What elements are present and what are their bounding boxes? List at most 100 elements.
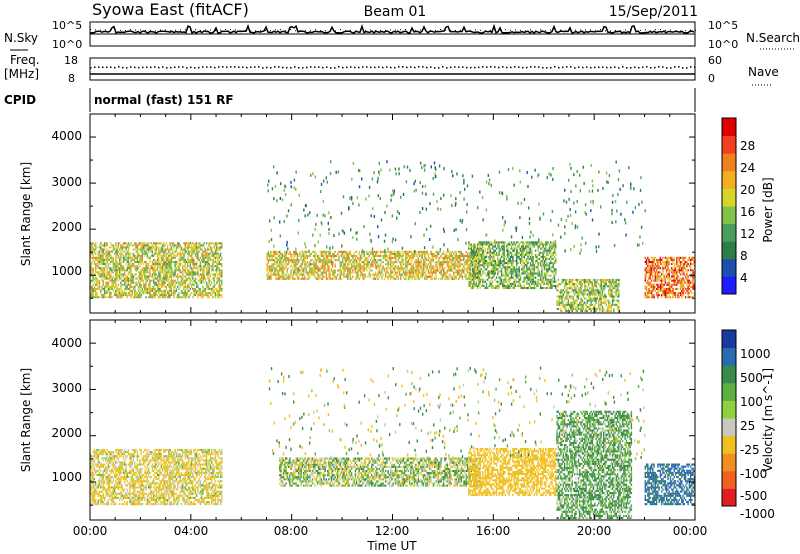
power-echo-cell (175, 244, 178, 247)
power-echo-cell (170, 271, 173, 274)
power-echo-cell (194, 246, 197, 249)
power-echo-cell (276, 277, 278, 280)
power-echo-cell (212, 250, 214, 253)
power-echo-cell (126, 267, 128, 270)
power-echo-cell (316, 269, 319, 272)
power-echo-cell (284, 252, 286, 255)
power-echo-cell (379, 250, 382, 253)
power-echo-cell (480, 257, 483, 261)
power-echo-cell (169, 283, 171, 286)
power-echo-cell (469, 272, 471, 275)
power-echo-cell (542, 282, 544, 285)
power-echo-cell (101, 279, 103, 282)
power-echo-cell (547, 264, 549, 267)
freq-dot (462, 66, 464, 68)
power-echo-cell (173, 289, 175, 293)
noise-search-dot (330, 30, 331, 32)
power-echo-cell (495, 247, 498, 250)
power-echo-cell (492, 255, 494, 258)
power-echo-cell (154, 267, 156, 270)
freq-dot (314, 66, 316, 68)
power-echo-cell (490, 272, 493, 275)
power-echo-cell (439, 263, 441, 266)
power-echo-cell (161, 258, 164, 261)
power-echo-cell (279, 250, 281, 253)
power-echo-cell (92, 279, 94, 282)
power-echo-cell (568, 278, 571, 281)
power-echo-cell (576, 285, 578, 288)
power-echo-cell (508, 262, 510, 265)
power-echo-cell (218, 271, 220, 274)
power-echo-cell (369, 269, 372, 272)
power-echo-cell (294, 261, 296, 264)
power-echo-cell (453, 263, 455, 266)
noise-search-dot (585, 29, 586, 31)
power-echo-cell (277, 271, 280, 274)
power-echo-cell (106, 248, 108, 251)
power-echo-cell (567, 307, 570, 311)
power-echo-cell (584, 287, 586, 290)
freq-left-tick-top: 18 (64, 54, 78, 67)
power-echo-cell (517, 245, 519, 248)
power-echo-cell (112, 244, 115, 247)
power-echo-cell (159, 277, 161, 280)
power-echo-cell (387, 250, 389, 253)
power-echo-cell (542, 255, 544, 258)
power-echo-cell (417, 252, 420, 255)
power-echo-cell (216, 246, 218, 249)
power-echo-cell (212, 252, 214, 255)
power-echo-cell (134, 267, 136, 270)
power-echo-cell (347, 265, 349, 268)
power-echo-cell (156, 275, 159, 278)
freq-dot (478, 66, 480, 69)
power-echo-cell (479, 252, 481, 255)
power-echo-cell (447, 263, 450, 266)
power-echo-cell (102, 296, 105, 299)
power-echo-cell (122, 265, 125, 268)
power-echo-cell (388, 259, 391, 262)
power-echo-cell (580, 303, 582, 306)
power-echo-cell (340, 250, 343, 253)
power-echo-cell (266, 265, 268, 268)
power-echo-cell (463, 265, 465, 268)
power-echo-cell (402, 271, 404, 274)
power-echo-cell (479, 245, 481, 248)
power-echo-cell (397, 254, 399, 258)
power-echo-cell (429, 275, 431, 278)
power-echo-cell (198, 244, 200, 247)
power-echo-cell (319, 250, 321, 253)
power-echo-cell (185, 246, 188, 249)
power-echo-cell (378, 254, 381, 258)
power-echo-cell (469, 280, 471, 283)
power-echo-cell (355, 250, 358, 253)
power-echo-cell (561, 280, 563, 284)
power-echo-cell (178, 296, 180, 299)
power-echo-cell (493, 257, 495, 261)
power-echo-cell (396, 252, 398, 255)
power-echo-cell (358, 267, 360, 270)
power-echo-cell (470, 253, 473, 256)
power-echo-cell (367, 259, 369, 262)
power-echo-cell (349, 261, 352, 264)
power-echo-cell (159, 275, 161, 278)
power-echo-cell (408, 271, 411, 274)
power-echo-cell (124, 287, 126, 290)
power-echo-cell (163, 250, 165, 253)
power-echo-cell (347, 259, 349, 262)
power-echo-cell (129, 267, 131, 270)
power-echo-cell (552, 280, 554, 283)
power-echo-cell (417, 277, 420, 280)
power-echo-cell (202, 294, 204, 297)
power-echo-cell (300, 257, 302, 260)
power-echo-cell (188, 275, 190, 278)
power-echo-cell (107, 265, 110, 268)
power-echo-cell (371, 250, 373, 253)
power-echo-cell (357, 271, 359, 274)
power-echo-cell (586, 301, 589, 304)
power-echo-cell (510, 276, 513, 279)
freq-dot (242, 66, 244, 69)
power-echo-cell (539, 272, 542, 275)
power-echo-cell (316, 267, 319, 270)
power-echo-cell (154, 277, 156, 280)
power-echo-cell (497, 264, 499, 267)
